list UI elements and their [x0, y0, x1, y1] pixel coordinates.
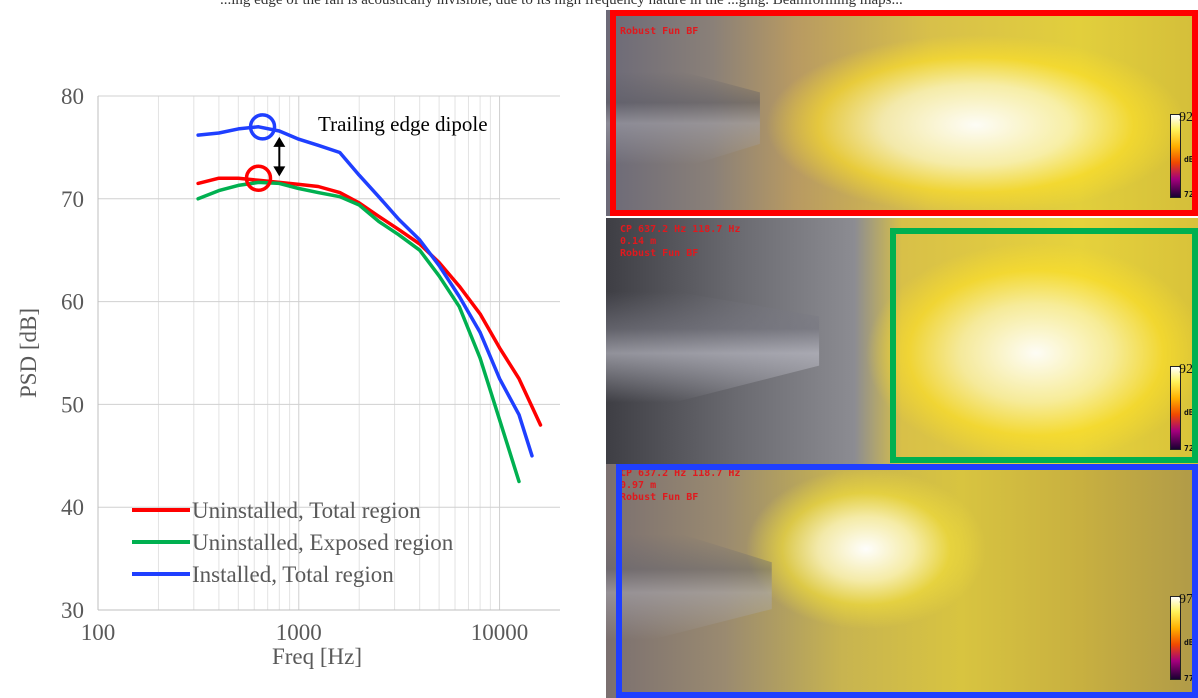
hud-text: CP 637.2 Hz 118.7 Hz 0.97 m Robust Fun B… — [620, 468, 740, 504]
annotations: Trailing edge dipole — [273, 112, 488, 177]
beamforming-map-uninstalled-exposed: CP 637.2 Hz 118.7 Hz 0.14 m Robust Fun B… — [606, 218, 1198, 464]
peak-markers — [244, 113, 277, 192]
colorbar-min: 77 — [1184, 674, 1194, 683]
hud-line: 0.97 m — [620, 480, 657, 491]
legend-label: Uninstalled, Total region — [192, 498, 421, 523]
annotation-text: Trailing edge dipole — [318, 112, 488, 136]
x-axis-title: Freq [Hz] — [272, 644, 362, 669]
hud-line: Robust Fun BF — [620, 26, 699, 37]
x-tick-label: 10000 — [471, 620, 529, 645]
colorbar-min: 72 — [1184, 444, 1194, 453]
colorbar-unit: dB — [1184, 155, 1194, 164]
peak-marker-circle — [244, 164, 273, 192]
legend-label: Uninstalled, Exposed region — [192, 530, 454, 555]
colorbar-max: 92 — [1179, 110, 1193, 125]
colorbar — [1170, 114, 1181, 198]
hud-line: Robust Fun BF — [620, 248, 699, 259]
annotation-arrow-head-down — [273, 166, 286, 177]
peak-marker-circle — [248, 113, 277, 141]
hud-line: 0.14 m — [620, 236, 657, 247]
series-line — [196, 180, 521, 484]
grid — [98, 95, 560, 611]
series-line — [196, 176, 543, 427]
colorbar-unit: dB — [1184, 638, 1194, 647]
beamforming-panels: Robust Fun BF 92 dB 72 CP 637.2 Hz 118.7… — [606, 10, 1198, 698]
series-line — [196, 125, 534, 458]
series-lines — [196, 125, 543, 484]
y-tick-label: 30 — [61, 598, 84, 623]
x-tick-label: 1000 — [276, 620, 322, 645]
hud-line: Robust Fun BF — [620, 492, 699, 503]
colorbar-min: 72 — [1184, 190, 1194, 199]
axes: 30 40 50 60 70 80 100 1000 10000 Freq [Hz] PSD [dB… — [16, 84, 560, 669]
y-tick-label: 80 — [61, 84, 84, 109]
hud-line: CP 637.2 Hz 118.7 Hz — [620, 468, 741, 479]
x-tick-label: 100 — [81, 620, 116, 645]
legend-label: Installed, Total region — [192, 562, 394, 587]
figure-caption-fragment: ...ing edge of the fan is acoustically i… — [220, 0, 903, 8]
beamforming-map-uninstalled-total: Robust Fun BF 92 dB 72 — [606, 10, 1198, 216]
annotation-arrow-head-up — [273, 136, 286, 147]
psd-line-chart: 30 40 50 60 70 80 100 1000 10000 Freq [Hz] PSD [dB… — [16, 84, 560, 669]
hud-text: CP 637.2 Hz 118.7 Hz 0.14 m Robust Fun B… — [620, 224, 740, 260]
legend: Uninstalled, Total region Uninstalled, Ex… — [132, 498, 454, 587]
colorbar — [1170, 596, 1181, 680]
colorbar-max: 92 — [1179, 362, 1193, 377]
colorbar-max: 97 — [1179, 592, 1193, 607]
y-axis-title: PSD [dB] — [16, 308, 41, 398]
y-tick-label: 50 — [61, 392, 84, 417]
y-tick-label: 60 — [61, 290, 84, 315]
colorbar-unit: dB — [1184, 408, 1194, 417]
beamforming-map-installed-total: CP 637.2 Hz 118.7 Hz 0.97 m Robust Fun B… — [606, 464, 1198, 698]
y-tick-label: 70 — [61, 187, 84, 212]
hud-line: CP 637.2 Hz 118.7 Hz — [620, 224, 741, 235]
hud-text: Robust Fun BF — [620, 26, 698, 38]
y-tick-label: 40 — [61, 495, 84, 520]
colorbar — [1170, 366, 1181, 450]
